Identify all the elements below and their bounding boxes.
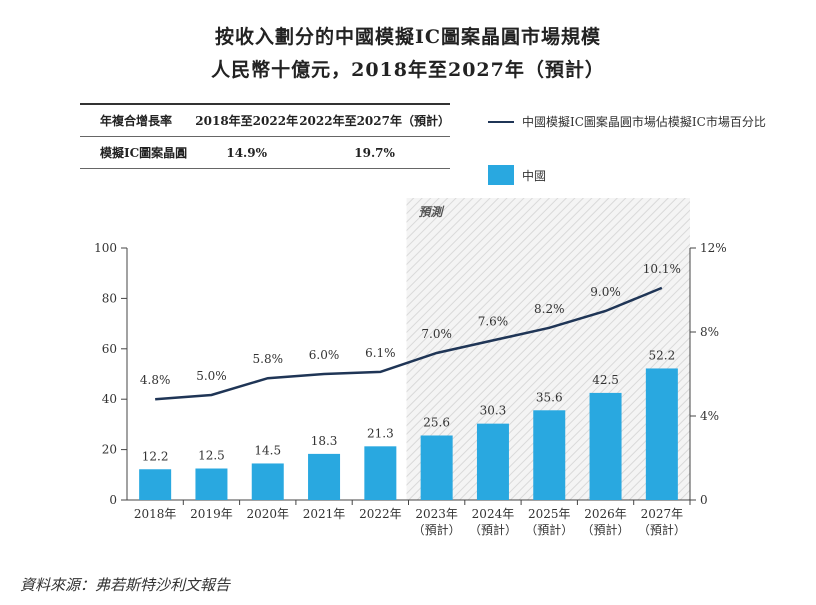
bar xyxy=(308,453,341,500)
x-tick-label: 2022年 xyxy=(359,507,402,521)
cagr-row: 模擬IC圖案晶圓 14.9% 19.7% xyxy=(80,137,450,169)
line-value-label: 5.0% xyxy=(196,369,227,383)
x-tick-note: （預計） xyxy=(525,522,573,537)
x-tick-label: 2025年 xyxy=(528,507,571,521)
line-value-label: 4.8% xyxy=(140,373,171,387)
x-tick-label: 2020年 xyxy=(246,507,289,521)
cagr-header-label: 年複合增長率 xyxy=(100,114,173,128)
bar-value-label: 18.3 xyxy=(311,434,338,448)
legend-line-item: 中國模擬IC圖案晶圓市場佔模擬IC市場百分比 xyxy=(488,113,766,130)
legend-line-swatch xyxy=(488,120,514,123)
bar xyxy=(364,446,397,500)
chart-title: 按收入劃分的中國模擬IC圖案晶圓市場規模 xyxy=(214,26,601,48)
cagr-row-period2: 19.7% xyxy=(354,145,395,160)
cagr-header-row: 年複合增長率 2018年至2022年 2022年至2027年（預計） xyxy=(80,104,450,137)
line-value-label: 7.0% xyxy=(421,327,452,341)
x-tick-note: （預計） xyxy=(638,522,686,537)
bar-value-label: 35.6 xyxy=(536,390,563,404)
x-tick-label: 2027年 xyxy=(641,507,684,521)
left-tick-label: 20 xyxy=(102,443,117,457)
legend-bar-swatch xyxy=(488,165,514,185)
bar xyxy=(476,423,509,500)
forecast-label: 預測 xyxy=(419,205,445,219)
right-tick-label: 12% xyxy=(700,241,727,255)
bar xyxy=(139,469,172,500)
line-value-label: 10.1% xyxy=(643,262,681,276)
bar xyxy=(251,463,284,500)
x-tick-label: 2021年 xyxy=(303,507,346,521)
x-tick-label: 2018年 xyxy=(134,507,177,521)
line-value-label: 9.0% xyxy=(590,285,621,299)
share-line xyxy=(155,286,663,401)
line-value-label: 6.0% xyxy=(309,348,340,362)
bar-value-label: 25.6 xyxy=(423,415,450,429)
bar-value-label: 14.5 xyxy=(254,443,281,457)
bar-value-label: 30.3 xyxy=(480,404,507,418)
legend-bar-item: 中國 xyxy=(488,165,546,185)
x-tick-label: 2026年 xyxy=(584,507,627,521)
cagr-header-period2: 2022年至2027年（預計） xyxy=(299,114,450,128)
line-value-label: 5.8% xyxy=(253,352,284,366)
x-tick-label: 2023年 xyxy=(415,507,458,521)
legend-bar-label: 中國 xyxy=(522,168,547,183)
line-value-label: 6.1% xyxy=(365,346,396,360)
x-tick-label: 2024年 xyxy=(472,507,515,521)
bar xyxy=(195,468,228,500)
x-tick-note: （預計） xyxy=(469,522,517,537)
bar xyxy=(589,392,622,500)
cagr-row-label: 模擬IC圖案晶圓 xyxy=(100,146,188,160)
bar-value-label: 12.2 xyxy=(142,449,169,463)
cagr-row-period1: 14.9% xyxy=(226,145,267,160)
bar-value-label: 42.5 xyxy=(592,373,619,387)
source-note: 資料來源：弗若斯特沙利文報告 xyxy=(20,576,231,594)
left-tick-label: 80 xyxy=(102,291,117,305)
chart-subtitle: 人民幣十億元，2018年至2027年（預計） xyxy=(211,59,605,81)
bar xyxy=(533,410,566,500)
x-tick-label: 2019年 xyxy=(190,507,233,521)
line-value-label: 7.6% xyxy=(478,314,509,328)
left-tick-label: 40 xyxy=(102,392,117,406)
bar-value-label: 21.3 xyxy=(367,426,394,440)
legend-line-label: 中國模擬IC圖案晶圓市場佔模擬IC市場百分比 xyxy=(522,115,766,129)
bar xyxy=(420,435,453,500)
left-tick-label: 60 xyxy=(102,342,117,356)
x-tick-note: （預計） xyxy=(413,522,461,537)
bar xyxy=(645,368,678,500)
line-value-label: 8.2% xyxy=(534,302,565,316)
cagr-header-period1: 2018年至2022年 xyxy=(195,114,299,128)
bar-value-label: 52.2 xyxy=(648,348,675,362)
left-tick-label: 0 xyxy=(109,493,117,507)
left-tick-label: 100 xyxy=(94,241,117,255)
bar-value-label: 12.5 xyxy=(198,449,225,463)
right-tick-label: 8% xyxy=(700,325,719,339)
right-tick-label: 0 xyxy=(700,493,708,507)
right-tick-label: 4% xyxy=(700,409,719,423)
x-tick-note: （預計） xyxy=(582,522,630,537)
cagr-table: 年複合增長率 2018年至2022年 2022年至2027年（預計） 模擬IC圖… xyxy=(80,103,450,169)
